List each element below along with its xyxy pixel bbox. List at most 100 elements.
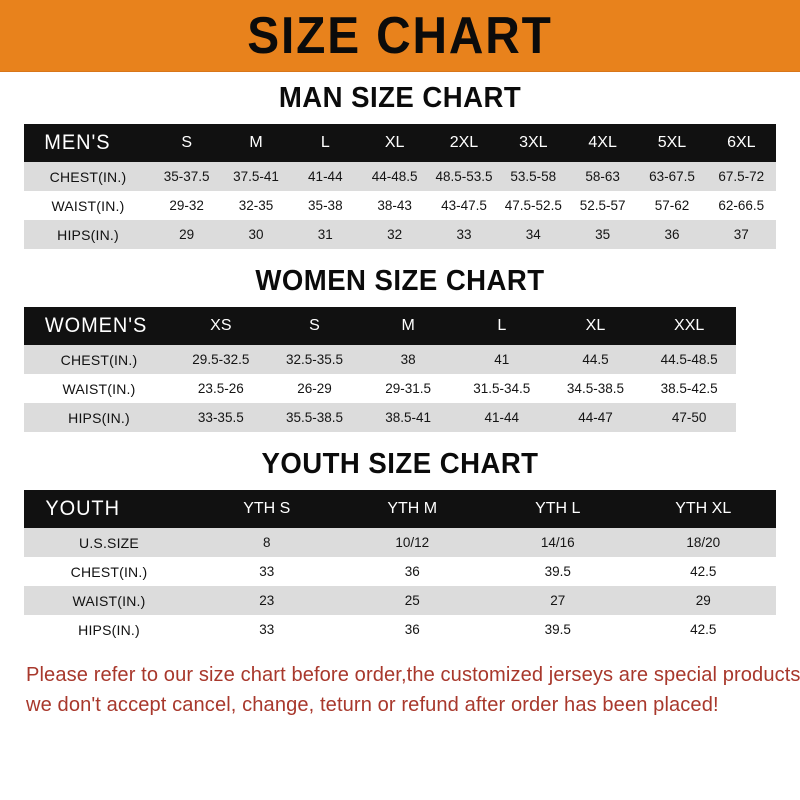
table-head-women: WOMEN'S XS S M L XL XXL [24,307,736,345]
row-head-women: WOMEN'S [44,314,148,337]
measure-value: 47-50 [671,410,707,425]
table-head-youth: YOUTH YTH S YTH M YTH L YTH XL [24,490,776,528]
table-wrap-man: MEN'S S M L XL 2XL 3XL 4XL 5XL 6XL CHEST(IN.) 35-… [24,124,776,249]
measure-value: 29-31.5 [385,381,432,396]
measure-value: 36 [404,622,420,637]
size-header-women-4: XL [585,317,606,334]
row-head-man: MEN'S [44,131,111,154]
size-table-man: MEN'S S M L XL 2XL 3XL 4XL 5XL 6XL CHEST(IN.) 35-… [24,124,776,249]
measure-value: 36 [664,227,680,242]
row-head-youth: YOUTH [45,497,120,520]
measure-label-women-2: HIPS(IN.) [68,409,130,426]
table-row: U.S.SIZE 8 10/12 14/16 18/20 [24,528,776,557]
measure-label-youth-3: HIPS(IN.) [78,621,140,638]
measure-label-women-0: CHEST(IN.) [60,351,138,368]
size-header-women-2: M [401,317,415,334]
measure-value: 38-43 [377,198,412,213]
section-title-youth: YOUTH SIZE CHART [261,448,539,480]
section-title-women: WOMEN SIZE CHART [255,265,545,297]
size-header-man-3: XL [384,134,405,151]
section-women: WOMEN SIZE CHART WOMEN'S XS S M L XL XXL CHES… [0,265,800,432]
size-header-youth-1: YTH M [387,500,438,517]
size-header-man-2: L [320,134,330,151]
table-row: CHEST(IN.) 35-37.5 37.5-41 41-44 44-48.5 48.5… [24,162,776,191]
footer-note-line-2: we don't accept cancel, change, teturn o… [26,693,719,716]
size-table-women: WOMEN'S XS S M L XL XXL CHEST(IN.) 29.5-32.5 32… [24,307,736,432]
measure-value: 47.5-52.5 [504,198,562,213]
footer-note: Please refer to our size chart before or… [0,660,800,800]
measure-value: 53.5-58 [510,169,557,184]
page-title: SIZE CHART [247,6,553,65]
table-body-youth: U.S.SIZE 8 10/12 14/16 18/20 CHEST(IN.) 33 36 39… [24,528,776,644]
measure-value: 31.5-34.5 [473,381,531,396]
measure-value: 26-29 [297,381,332,396]
measure-value: 33 [259,564,275,579]
measure-value: 23 [259,593,275,608]
section-man: MAN SIZE CHART MEN'S S M L XL 2XL 3XL 4XL 5XL 6X… [0,82,800,249]
measure-value: 29 [179,227,195,242]
measure-label-man-0: CHEST(IN.) [49,168,127,185]
table-row: HIPS(IN.) 29 30 31 32 33 34 35 36 37 [24,220,776,249]
table-head-man: MEN'S S M L XL 2XL 3XL 4XL 5XL 6XL [24,124,776,162]
measure-label-man-1: WAIST(IN.) [51,197,125,214]
measure-value: 35.5-38.5 [285,410,343,425]
measure-value: 44.5-48.5 [660,352,718,367]
measure-value: 29-32 [169,198,204,213]
measure-label-youth-2: WAIST(IN.) [72,592,146,609]
measure-value: 14/16 [540,535,575,550]
measure-value: 42.5 [690,622,717,637]
size-header-youth-2: YTH L [535,500,581,517]
measure-value: 33-35.5 [197,410,244,425]
table-row: WAIST(IN.) 23 25 27 29 [24,586,776,615]
measure-value: 41-44 [308,169,343,184]
measure-label-man-2: HIPS(IN.) [57,226,119,243]
table-row: HIPS(IN.) 33 36 39.5 42.5 [24,615,776,644]
measure-value: 38.5-42.5 [660,381,718,396]
measure-value: 38 [400,352,416,367]
measure-value: 32 [387,227,403,242]
measure-label-youth-1: CHEST(IN.) [70,563,148,580]
size-header-women-3: L [497,317,507,334]
measure-value: 39.5 [544,622,571,637]
table-wrap-youth: YOUTH YTH S YTH M YTH L YTH XL U.S.SIZE 8 10/… [24,490,776,644]
measure-value: 8 [262,535,271,550]
measure-value: 63-67.5 [649,169,695,184]
size-header-man-6: 4XL [588,134,617,151]
table-wrap-women: WOMEN'S XS S M L XL XXL CHEST(IN.) 29.5-32.5 32… [24,307,776,432]
measure-value: 10/12 [395,535,430,550]
measure-value: 58-63 [585,169,620,184]
measure-label-women-1: WAIST(IN.) [62,380,136,397]
measure-value: 44-48.5 [371,169,418,184]
header-row-women: WOMEN'S XS S M L XL XXL [24,307,736,345]
measure-value: 42.5 [690,564,717,579]
measure-value: 41 [494,352,510,367]
size-header-women-1: S [309,317,320,334]
size-header-man-4: 2XL [449,134,479,151]
measure-value: 48.5-53.5 [435,169,493,184]
footer-note-line-1: Please refer to our size chart before or… [26,663,800,686]
measure-value: 39.5 [544,564,571,579]
measure-value: 29.5-32.5 [192,352,250,367]
measure-value: 36 [404,564,420,579]
measure-value: 32.5-35.5 [285,352,343,367]
measure-value: 67.5-72 [718,169,765,184]
measure-value: 37.5-41 [233,169,279,184]
section-youth: YOUTH SIZE CHART YOUTH YTH S YTH M YTH L YT… [0,448,800,644]
size-header-youth-0: YTH S [243,500,291,517]
header-row-man: MEN'S S M L XL 2XL 3XL 4XL 5XL 6XL [24,124,776,162]
measure-value: 18/20 [686,535,721,550]
size-header-man-0: S [181,134,192,151]
measure-value: 25 [404,593,420,608]
measure-value: 57-62 [654,198,690,213]
table-row: CHEST(IN.) 29.5-32.5 32.5-35.5 38 41 44.5 44.5… [24,345,736,374]
table-row: CHEST(IN.) 33 36 39.5 42.5 [24,557,776,586]
measure-value: 33 [259,622,275,637]
measure-value: 27 [550,593,566,608]
table-row: HIPS(IN.) 33-35.5 35.5-38.5 38.5-41 41-44 44-… [24,403,736,432]
measure-value: 30 [248,227,264,242]
table-row: WAIST(IN.) 29-32 32-35 35-38 38-43 43-47.5 47.… [24,191,776,220]
size-header-youth-3: YTH XL [675,500,732,517]
measure-value: 52.5-57 [579,198,626,213]
measure-value: 37 [733,227,749,242]
